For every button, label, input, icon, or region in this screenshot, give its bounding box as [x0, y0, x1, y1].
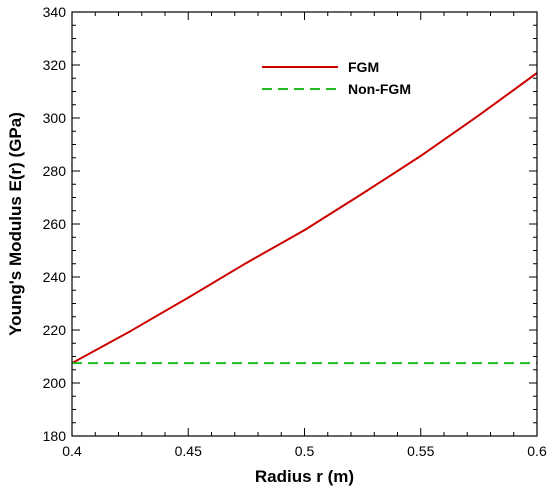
- ticks: 0.4 0.45 0.5 0.55 0.6 180 200 220 240 260 280 300 32…: [43, 4, 547, 459]
- legend-label-non-fgm: Non-FGM: [348, 81, 411, 97]
- x-tick-label: 0.4: [62, 443, 82, 459]
- plot-area: [72, 72, 537, 365]
- axes: [71, 11, 538, 437]
- y-tick-label: 300: [43, 110, 67, 126]
- legend-label-fgm: FGM: [348, 59, 379, 75]
- legend: FGM Non-FGM: [262, 59, 411, 97]
- plot-frame: [71, 11, 538, 437]
- series-line-fgm: [72, 72, 537, 365]
- x-tick-label: 0.45: [175, 443, 202, 459]
- y-tick-label: 320: [43, 57, 67, 73]
- x-tick-label: 0.6: [527, 443, 547, 459]
- y-axis-title: Young's Modulus E(r) (GPa): [6, 112, 25, 336]
- y-tick-label: 240: [43, 269, 67, 285]
- y-tick-label: 180: [43, 428, 67, 444]
- y-tick-label: 200: [43, 375, 67, 391]
- x-tick-label: 0.5: [295, 443, 315, 459]
- y-tick-label: 340: [43, 4, 67, 20]
- x-axis-title: Radius r (m): [255, 467, 354, 486]
- y-tick-label: 260: [43, 216, 67, 232]
- y-tick-label: 220: [43, 322, 67, 338]
- x-tick-label: 0.55: [407, 443, 434, 459]
- y-tick-label: 280: [43, 163, 67, 179]
